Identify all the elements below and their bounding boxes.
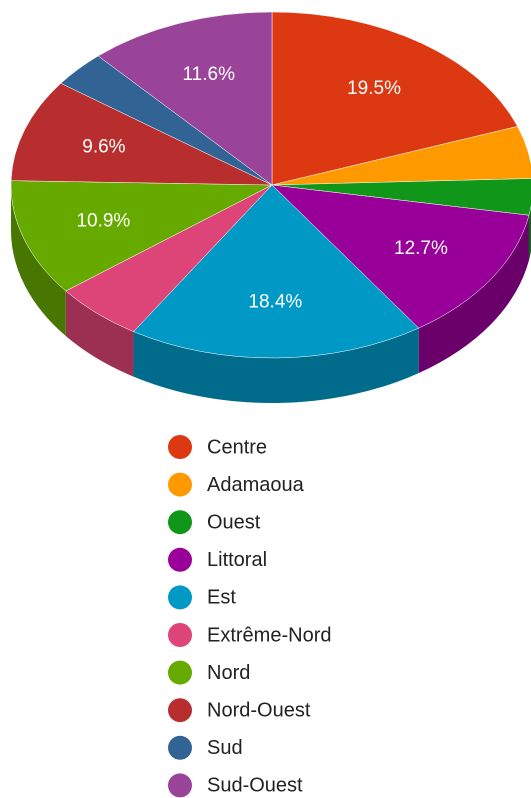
slice-side	[418, 215, 529, 374]
slice	[10, 180, 273, 292]
legend-label: Littoral	[207, 549, 267, 571]
legend-swatch	[168, 472, 192, 497]
legend-swatch	[168, 698, 192, 723]
slice-side	[528, 206, 531, 261]
legend-label: Nord-Ouest	[207, 699, 311, 721]
slice	[271, 11, 518, 186]
slice-side	[65, 291, 134, 377]
legend-swatch	[168, 510, 192, 535]
slice	[133, 184, 420, 359]
legend-swatch	[168, 773, 192, 798]
legend-label: Sud	[207, 737, 243, 759]
legend-swatch	[168, 547, 192, 572]
legend-label: Ouest	[207, 511, 261, 533]
legend-swatch	[168, 435, 192, 459]
slice	[97, 11, 273, 186]
slice-side	[133, 328, 419, 403]
legend-swatch	[168, 660, 192, 685]
slice	[10, 83, 273, 186]
legend-swatch	[168, 623, 192, 647]
legend-label: Est	[207, 587, 236, 609]
legend-swatch	[168, 585, 192, 610]
data-label: 18.4%	[248, 292, 302, 313]
legend-label: Adamaoua	[207, 474, 305, 496]
data-label: 11.6%	[183, 64, 236, 85]
slice	[271, 184, 530, 329]
legend-label: Centre	[207, 436, 267, 458]
data-label: 9.6%	[82, 136, 125, 157]
slice-side	[11, 185, 66, 337]
data-label: 12.7%	[394, 238, 448, 259]
legend-swatch	[168, 735, 192, 760]
slice	[271, 126, 531, 186]
legend-label: Extrême-Nord	[207, 624, 331, 646]
legend-label: Nord	[207, 662, 250, 684]
data-label: 10.9%	[76, 211, 130, 232]
data-label: 19.5%	[347, 78, 401, 99]
legend-label: Sud-Ouest	[207, 775, 303, 797]
